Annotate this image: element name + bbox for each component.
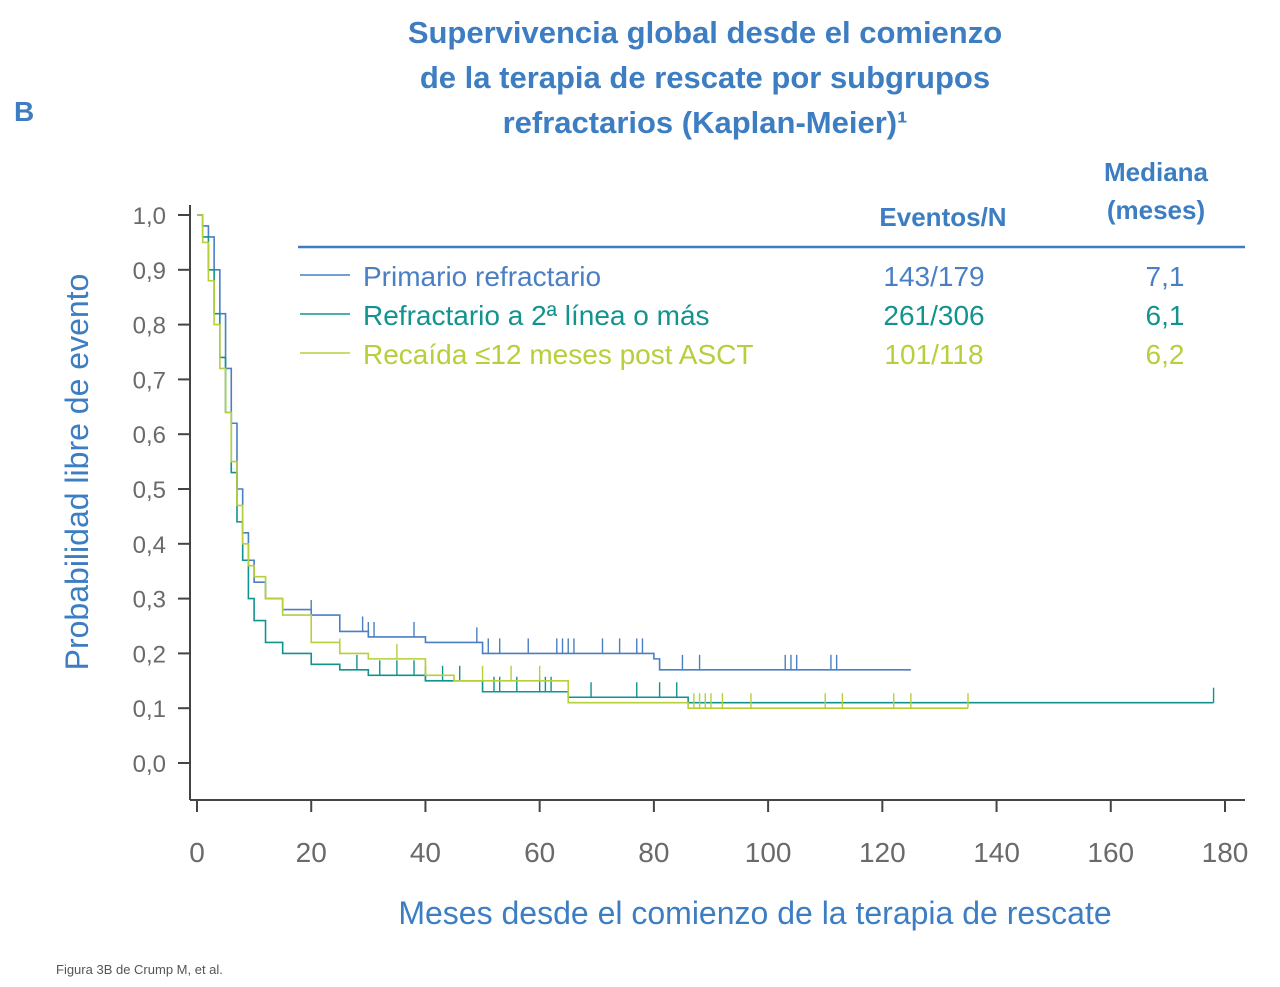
legend-median-header-1: Mediana (1104, 157, 1209, 187)
legend: Eventos/N Mediana (meses) Primario refra… (298, 157, 1245, 370)
x-tick-label: 160 (1087, 837, 1134, 868)
y-tick-label: 0,2 (133, 641, 166, 668)
x-tick-label: 40 (410, 837, 441, 868)
y-axis-label: Probabilidad libre de evento (59, 274, 95, 671)
x-axis-label: Meses desde el comienzo de la terapia de… (398, 895, 1111, 931)
x-tick-label: 60 (524, 837, 555, 868)
series-line-refractario2 (197, 214, 1214, 704)
legend-label-refractario2: Refractario a 2ª línea o más (363, 300, 710, 331)
y-tick-label: 1,0 (133, 203, 166, 230)
title-line-1: Supervivencia global desde el comienzo (407, 15, 1003, 50)
x-tick-label: 0 (189, 837, 205, 868)
x-tick-label: 120 (859, 837, 906, 868)
y-tick-label: 0,9 (133, 258, 166, 285)
y-tick-label: 0,8 (133, 313, 166, 340)
footnote: Figura 3B de Crump M, et al. (56, 962, 223, 977)
y-tick-label: 0,0 (133, 751, 166, 778)
legend-events-primario: 143/179 (883, 261, 984, 292)
x-tick-label: 100 (745, 837, 792, 868)
legend-median-header-2: (meses) (1107, 195, 1205, 225)
x-tick-label: 140 (973, 837, 1020, 868)
x-tick-label: 20 (296, 837, 327, 868)
legend-events-header: Eventos/N (879, 202, 1006, 232)
y-tick-label: 0,6 (133, 422, 166, 449)
legend-median-recaida: 6,2 (1146, 339, 1185, 370)
title-line-3: refractarios (Kaplan-Meier)¹ (502, 105, 908, 140)
y-tick-label: 0,4 (133, 532, 166, 559)
legend-label-recaida: Recaída ≤12 meses post ASCT (363, 339, 753, 370)
x-tick-label: 180 (1202, 837, 1249, 868)
legend-label-primario: Primario refractario (363, 261, 601, 292)
chart-title: Supervivencia global desde el comienzo d… (300, 10, 1110, 145)
title-line-2: de la terapia de rescate por subgrupos (419, 60, 991, 95)
legend-median-primario: 7,1 (1146, 261, 1185, 292)
tick-labels: 0,0 0,1 0,2 0,3 0,4 0,5 0,6 0,7 0,8 0,9 1,0 0 20 40 60… (133, 203, 1249, 868)
y-tick-label: 0,1 (133, 696, 166, 723)
panel-letter: B (14, 96, 35, 127)
y-tick-label: 0,7 (133, 367, 166, 394)
x-tick-label: 80 (638, 837, 669, 868)
legend-median-refractario2: 6,1 (1146, 300, 1185, 331)
y-tick-label: 0,3 (133, 587, 166, 614)
legend-events-recaida: 101/118 (884, 339, 983, 370)
axes (178, 205, 1245, 812)
series-line-recaida (197, 214, 968, 709)
legend-events-refractario2: 261/306 (883, 300, 984, 331)
y-tick-label: 0,5 (133, 477, 166, 504)
series-layer (197, 214, 1215, 709)
